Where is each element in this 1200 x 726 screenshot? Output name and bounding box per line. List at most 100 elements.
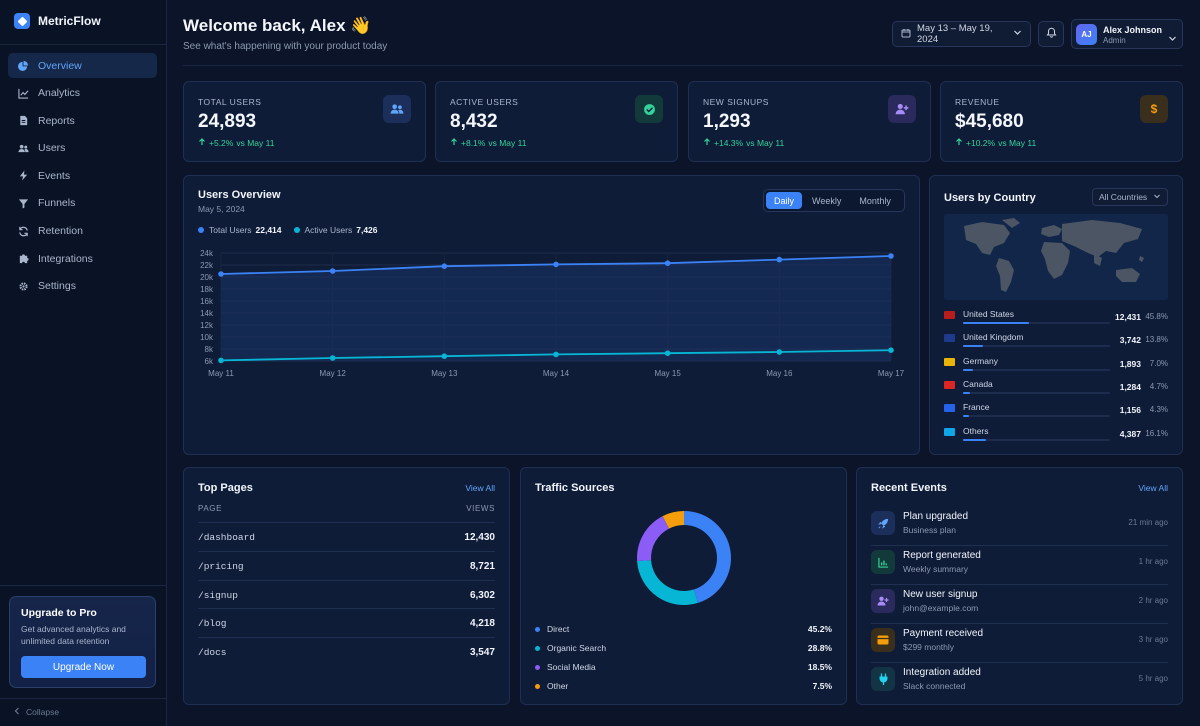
country-users: 4,387 — [1119, 429, 1141, 439]
traffic-source-pct: 28.8% — [807, 643, 832, 653]
list-item[interactable]: Report generated Weekly summary 1 hr ago — [871, 546, 1168, 585]
sidebar-item-integrations[interactable]: Integrations — [8, 246, 157, 271]
brand[interactable]: MetricFlow — [14, 13, 101, 29]
sidebar-item-events[interactable]: Events — [8, 163, 157, 188]
event-time: 21 min ago — [1128, 518, 1168, 527]
country-row[interactable]: Others 4,387 16.1% — [944, 426, 1168, 449]
tab-monthly[interactable]: Monthly — [859, 195, 891, 206]
flag-icon — [944, 428, 955, 436]
legend-dot — [198, 227, 204, 233]
profile-menu[interactable]: AJ Alex Johnson Admin — [1071, 19, 1183, 49]
view-all-pages-link[interactable]: View All — [465, 483, 495, 493]
country-row[interactable]: Canada 1,284 4.7% — [944, 379, 1168, 402]
table-row[interactable]: /docs 3,547 — [198, 637, 495, 665]
user-plus-icon — [888, 95, 916, 123]
active-users-point — [553, 351, 559, 358]
recent-events-card: Recent Events View All Plan upgraded Bus… — [856, 467, 1183, 705]
event-time: 1 hr ago — [1138, 557, 1168, 566]
stat-value: $45,680 — [955, 111, 1024, 132]
country-name: Canada — [963, 379, 993, 389]
total-users-point — [776, 256, 783, 263]
country-row[interactable]: United Kingdom 3,742 13.8% — [944, 332, 1168, 355]
stat-value: 24,893 — [198, 111, 257, 132]
upgrade-card: Upgrade to Pro Get advanced analytics an… — [9, 596, 156, 688]
table-row[interactable]: /pricing 8,721 — [198, 551, 495, 579]
stat-delta-value: +5.2% — [209, 138, 234, 148]
total-users-point — [329, 268, 336, 274]
tab-daily[interactable]: Daily — [766, 192, 803, 209]
traffic-legend-item: Other 7.5% — [535, 681, 832, 695]
sidebar-item-retention[interactable]: Retention — [8, 219, 157, 244]
event-detail: john@example.com — [903, 603, 979, 613]
page-path: /docs — [198, 647, 227, 658]
country-pct: 16.1% — [1145, 429, 1168, 438]
table-row[interactable]: /signup 6,302 — [198, 580, 495, 608]
country-share-bar — [963, 369, 1110, 371]
upgrade-text: Get advanced analytics and unlimited dat… — [21, 624, 126, 646]
sidebar-nav: Overview Analytics Reports Users Events … — [8, 53, 157, 301]
x-tick-label: May 17 — [878, 369, 905, 378]
country-users: 1,284 — [1119, 382, 1141, 392]
list-item[interactable]: Integration added Slack connected 5 hr a… — [871, 663, 1168, 702]
tab-weekly[interactable]: Weekly — [812, 195, 842, 206]
view-all-events-link[interactable]: View All — [1138, 483, 1168, 493]
country-row[interactable]: France 1,156 4.3% — [944, 402, 1168, 425]
arrow-up-icon — [198, 138, 206, 148]
table-row[interactable]: /blog 4,218 — [198, 608, 495, 636]
sidebar-item-overview[interactable]: Overview — [8, 53, 157, 78]
country-filter-select[interactable]: All Countries — [1092, 188, 1168, 206]
column-header-page: PAGE — [198, 504, 223, 513]
sidebar-item-users[interactable]: Users — [8, 136, 157, 161]
arrow-up-icon — [955, 138, 963, 148]
users-line-chart: 24k 22k 20k 18k 16k 14k 12k 10k 8k 6k May 11 May 12… — [200, 249, 905, 378]
event-title: Report generated — [903, 550, 981, 561]
y-tick-label: 24k — [200, 249, 214, 258]
sidebar-item-funnels[interactable]: Funnels — [8, 191, 157, 216]
top-pages-card: Top Pages View All PAGE VIEWS /dashboard… — [183, 467, 510, 705]
sidebar-item-label: Users — [38, 142, 66, 155]
world-map — [944, 214, 1168, 300]
traffic-source-name: Other — [547, 681, 569, 691]
traffic-legend-item: Direct 45.2% — [535, 624, 832, 638]
profile-role: Admin — [1103, 36, 1126, 45]
legend-total-users: Total Users 22,414 — [198, 225, 282, 235]
world-map-icon — [964, 218, 1144, 292]
list-item[interactable]: Payment received $299 monthly 3 hr ago — [871, 624, 1168, 663]
sidebar-item-label: Funnels — [38, 197, 76, 210]
page-path: /signup — [198, 590, 238, 601]
event-time: 3 hr ago — [1138, 635, 1168, 644]
y-tick-label: 8k — [205, 345, 214, 354]
country-row[interactable]: Germany 1,893 7.0% — [944, 356, 1168, 379]
divider — [0, 585, 166, 586]
country-users: 12,431 — [1115, 312, 1141, 322]
table-row[interactable]: /dashboard 12,430 — [198, 522, 495, 550]
event-detail: Slack connected — [903, 681, 966, 691]
y-tick-label: 18k — [200, 285, 214, 294]
users-overview-card: Users Overview May 5, 2024 Daily Weekly … — [183, 175, 920, 455]
upgrade-now-button[interactable]: Upgrade Now — [21, 656, 146, 678]
date-range-picker[interactable]: May 13 – May 19, 2024 — [892, 21, 1031, 47]
puzzle-icon — [18, 253, 29, 264]
donut-slice-organic-search — [637, 560, 698, 606]
total-users-area — [221, 256, 891, 361]
sidebar-item-label: Retention — [38, 225, 83, 238]
y-tick-label: 6k — [205, 357, 214, 366]
x-tick-label: May 13 — [431, 369, 458, 378]
sidebar-item-reports[interactable]: Reports — [8, 108, 157, 133]
collapse-button[interactable]: Collapse — [13, 707, 59, 717]
stat-value: 1,293 — [703, 111, 751, 132]
stat-compare: vs May 11 — [998, 138, 1037, 148]
country-row[interactable]: United States 12,431 45.8% — [944, 309, 1168, 332]
list-item[interactable]: New user signup john@example.com 2 hr ag… — [871, 585, 1168, 624]
country-share-fill — [963, 369, 974, 371]
pie-chart-icon — [18, 60, 29, 71]
chevron-down-icon — [1153, 192, 1161, 202]
sidebar-item-analytics[interactable]: Analytics — [8, 81, 157, 106]
active-users-point — [664, 350, 671, 356]
notifications-button[interactable] — [1038, 21, 1064, 47]
avatar: AJ — [1076, 24, 1097, 45]
list-item[interactable]: Plan upgraded Business plan 21 min ago — [871, 507, 1168, 546]
country-name: United Kingdom — [963, 332, 1024, 342]
sidebar-item-settings[interactable]: Settings — [8, 274, 157, 299]
arrow-up-icon — [703, 138, 711, 148]
